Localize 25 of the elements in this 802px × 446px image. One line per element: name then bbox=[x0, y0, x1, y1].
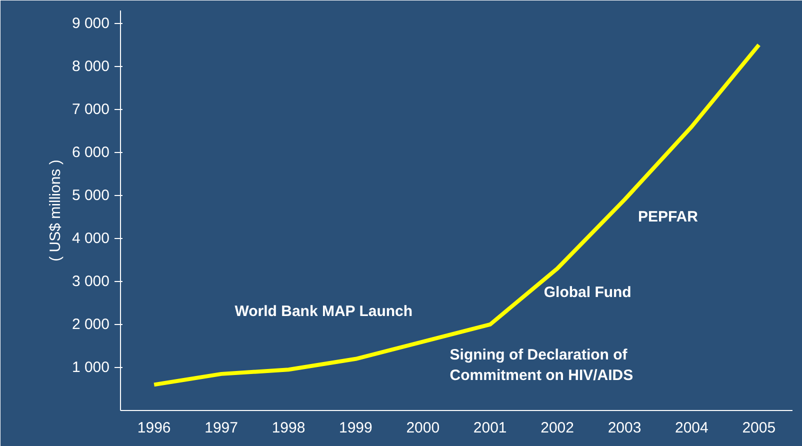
y-tick-label: 3 000 bbox=[72, 272, 110, 290]
x-tick-label: 1996 bbox=[137, 420, 171, 436]
y-tick-label: 5 000 bbox=[72, 186, 110, 204]
x-tick-label: 1997 bbox=[204, 420, 238, 436]
x-tick-label: 2003 bbox=[608, 420, 642, 436]
y-tick-label: 8 000 bbox=[72, 58, 110, 75]
y-tick-label: 1 000 bbox=[72, 358, 110, 376]
x-tick-label: 1999 bbox=[339, 420, 372, 436]
x-tick-label: 2005 bbox=[742, 420, 776, 436]
annotation: Signing of Declaration of Commitment on HIV/AIDS bbox=[450, 346, 634, 384]
y-tick-label: 4 000 bbox=[72, 230, 110, 247]
y-tick-label: 6 000 bbox=[72, 144, 110, 161]
x-tick-label: 1998 bbox=[272, 420, 306, 436]
annotation: Global Fund bbox=[544, 284, 632, 301]
y-axis-title: ( US$ millions ) bbox=[46, 160, 64, 262]
y-tick-label: 2 000 bbox=[72, 316, 110, 333]
x-tick-label: 2002 bbox=[540, 420, 574, 436]
annotation: World Bank MAP Launch bbox=[234, 303, 413, 320]
x-tick-label: 2001 bbox=[473, 420, 507, 436]
y-tick-label: 9 000 bbox=[72, 14, 110, 32]
y-tick-label: 7 000 bbox=[72, 100, 110, 118]
x-tick-label: 2000 bbox=[406, 420, 440, 436]
annotation: PEPFAR bbox=[638, 208, 698, 226]
line-series bbox=[152, 42, 761, 387]
x-tick-label: 2004 bbox=[675, 420, 708, 436]
